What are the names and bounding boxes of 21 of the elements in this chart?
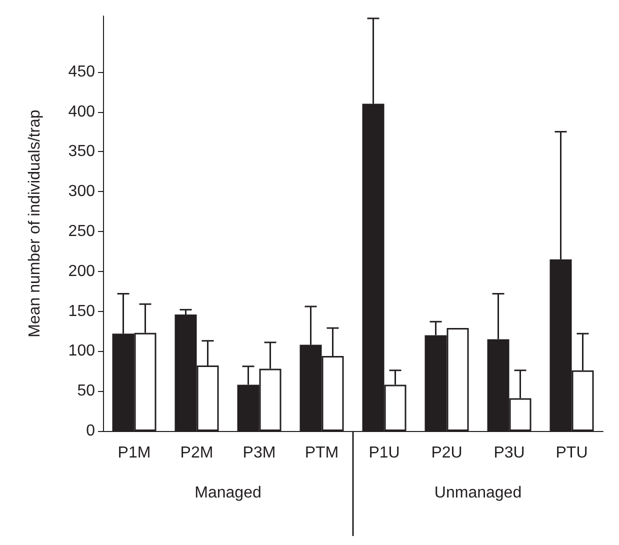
text: Unmanaged — [434, 484, 522, 502]
x-tick-label: P2M — [180, 444, 214, 462]
x-tick-label: P1U — [368, 444, 400, 462]
x-tick-label: P3U — [494, 444, 525, 462]
y-tick-label: 0 — [86, 422, 96, 440]
y-tick-label: 250 — [68, 222, 96, 240]
y-tick-label: 50 — [77, 382, 96, 400]
y-tick-label: 300 — [68, 183, 96, 200]
y-tick-label: 150 — [68, 302, 96, 320]
text: Managed — [194, 484, 262, 502]
y-tick-label: 100 — [68, 342, 96, 360]
x-tick-label: PTM — [304, 444, 339, 462]
y-axis-title: Mean number of individuals/trap — [26, 110, 44, 338]
y-tick-label: 350 — [68, 143, 96, 160]
y-tick-label: 450 — [68, 63, 96, 80]
y-tick-label: 200 — [68, 262, 96, 280]
x-tick-label: P3M — [242, 444, 276, 462]
x-tick-label: P2U — [431, 444, 462, 462]
x-tick-label: P1M — [118, 444, 151, 462]
x-tick-label: PTU — [556, 444, 588, 462]
y-tick-label: 400 — [68, 103, 96, 120]
